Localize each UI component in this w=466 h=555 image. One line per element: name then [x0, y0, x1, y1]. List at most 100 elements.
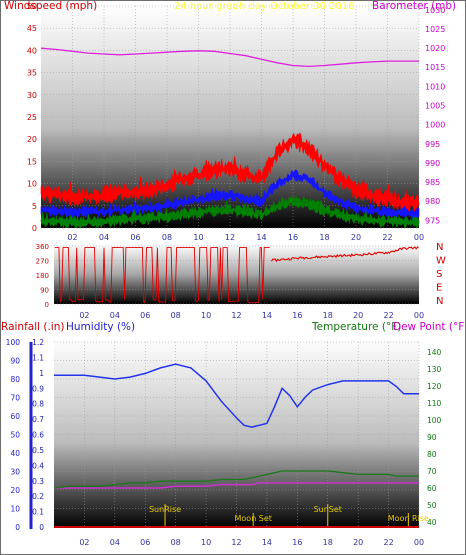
top-hour-tick-label: 18 — [319, 233, 329, 242]
humidity-tick-label: 40 — [10, 449, 20, 458]
temperature-tick-label: 40 — [427, 518, 437, 527]
dewpoint-label: Dew Point (°F) — [393, 321, 466, 333]
rain-tick-label: 1.2 — [32, 338, 44, 347]
direction-hour-tick-label: 10 — [201, 311, 211, 320]
direction-hour-tick-label: 00 — [414, 311, 424, 320]
temperature-label: Temperature (°F) — [311, 321, 401, 333]
bottom-hour-tick-label: 06 — [140, 538, 150, 547]
wind-tick-label: 15 — [27, 157, 37, 166]
barometer-tick-label: 995 — [425, 140, 440, 149]
axis-tick-labels: 0510152025303540455097598098599099510001… — [6, 2, 446, 547]
rain-tick-label: 0.3 — [32, 477, 44, 486]
humidity-tick-label: 30 — [10, 468, 20, 477]
bottom-hour-tick-label: 02 — [79, 538, 89, 547]
direction-hour-tick-label: 12 — [231, 311, 241, 320]
temperature-tick-label: 140 — [427, 348, 442, 357]
rainfall-label: Rainfall (.in) — [1, 321, 64, 333]
direction-tick-label: 180 — [36, 272, 49, 280]
top-hour-tick-label: 08 — [162, 233, 172, 242]
direction-tick-label: 360 — [36, 243, 49, 251]
wind-direction-steady — [271, 246, 419, 263]
top-hour-tick-label: 22 — [382, 233, 392, 242]
direction-hour-tick-label: 14 — [262, 311, 272, 320]
bottom-hour-tick-label: 16 — [292, 538, 302, 547]
bottom-hour-tick-label: 14 — [262, 538, 272, 547]
compass-label: S — [436, 269, 442, 280]
barometer-tick-label: 980 — [425, 197, 440, 206]
direction-hour-tick-label: 08 — [171, 311, 181, 320]
compass-label: N — [436, 242, 443, 253]
top-hour-tick-label: 02 — [67, 233, 77, 242]
wind-tick-label: 35 — [27, 69, 37, 78]
rain-tick-label: 0.2 — [32, 492, 44, 501]
annotation-label: Moon Set — [235, 514, 272, 523]
humidity-tick-label: 60 — [10, 412, 20, 421]
direction-hour-tick-label: 16 — [292, 311, 302, 320]
direction-hour-tick-label: 06 — [140, 311, 150, 320]
wind-bands — [40, 132, 420, 229]
wind-direction-erratic — [54, 247, 270, 303]
rain-tick-label: 0.8 — [32, 400, 44, 409]
barometer-line — [40, 47, 419, 68]
rain-tick-label: 0.4 — [32, 461, 44, 470]
wind-speed-band — [40, 194, 420, 229]
bottom-hour-tick-label: 10 — [201, 538, 211, 547]
wind-gust-band — [40, 132, 420, 214]
wind-tick-label: 20 — [27, 135, 37, 144]
temperature-tick-label: 50 — [427, 501, 437, 510]
wind-tick-label: 5 — [32, 202, 37, 211]
rain-tick-label: 0 — [39, 523, 44, 532]
bottom-hour-tick-label: 12 — [231, 538, 241, 547]
wind-tick-label: 40 — [27, 46, 37, 55]
barometer-tick-label: 1015 — [425, 63, 445, 72]
humidity-tick-label: 0 — [15, 523, 20, 532]
annotation-label: SunSet — [314, 505, 342, 514]
humidity-tick-label: 20 — [10, 486, 20, 495]
direction-hour-tick-label: 02 — [79, 311, 89, 320]
direction-hour-tick-label: 22 — [383, 311, 393, 320]
bottom-hour-tick-label: 18 — [323, 538, 333, 547]
compass-label: W — [436, 256, 446, 267]
temperature-tick-label: 120 — [427, 382, 442, 391]
barometer-tick-label: 1000 — [425, 121, 445, 130]
barometer-tick-label: 1030 — [425, 6, 445, 15]
annotation-label: SunRise — [149, 505, 181, 514]
rain-tick-label: 0.1 — [32, 508, 44, 517]
barometer-tick-label: 1020 — [425, 44, 445, 53]
direction-plot-area — [54, 244, 419, 304]
direction-hour-tick-label: 18 — [323, 311, 333, 320]
wind-tick-label: 30 — [27, 91, 37, 100]
humidity-tick-label: 90 — [10, 357, 20, 366]
bottom-hour-tick-label: 08 — [171, 538, 181, 547]
series-lines — [40, 47, 419, 489]
temperature-line — [53, 470, 419, 489]
top-hour-tick-label: 16 — [288, 233, 298, 242]
wind-tick-label: 50 — [27, 2, 37, 11]
top-hour-tick-label: 00 — [414, 233, 424, 242]
direction-hour-tick-label: 04 — [110, 311, 120, 320]
bottom-hour-tick-label: 00 — [414, 538, 424, 547]
wind-tick-label: 25 — [27, 113, 37, 122]
top-hour-tick-label: 12 — [225, 233, 235, 242]
compass-label: E — [436, 283, 442, 294]
temperature-tick-label: 70 — [427, 467, 437, 476]
barometer-tick-label: 1010 — [425, 82, 445, 91]
top-hour-tick-label: 20 — [351, 233, 361, 242]
direction-tick-label: 90 — [40, 287, 49, 295]
temperature-tick-label: 100 — [427, 416, 442, 425]
compass-label: N — [436, 296, 443, 307]
wind-tick-label: 45 — [27, 24, 37, 33]
annotation-label: Moon Rise — [388, 514, 429, 523]
direction-hour-tick-label: 20 — [353, 311, 363, 320]
temperature-tick-label: 90 — [427, 433, 437, 442]
humidity-line — [54, 363, 419, 428]
direction-grid — [54, 245, 419, 305]
top-hour-tick-label: 10 — [193, 233, 203, 242]
bottom-hour-tick-label: 20 — [353, 538, 363, 547]
sun-moon-annotations: SunRise Moon Set SunSet Moon Rise — [149, 504, 429, 527]
rain-tick-label: 1.1 — [32, 353, 44, 362]
barometer-tick-label: 1025 — [425, 25, 445, 34]
top-grid — [41, 5, 420, 229]
barometer-label: Barometer (mb) — [372, 0, 456, 12]
temperature-tick-label: 80 — [427, 450, 437, 459]
